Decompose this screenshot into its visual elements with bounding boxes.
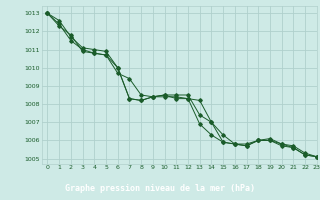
Text: Graphe pression niveau de la mer (hPa): Graphe pression niveau de la mer (hPa): [65, 184, 255, 193]
